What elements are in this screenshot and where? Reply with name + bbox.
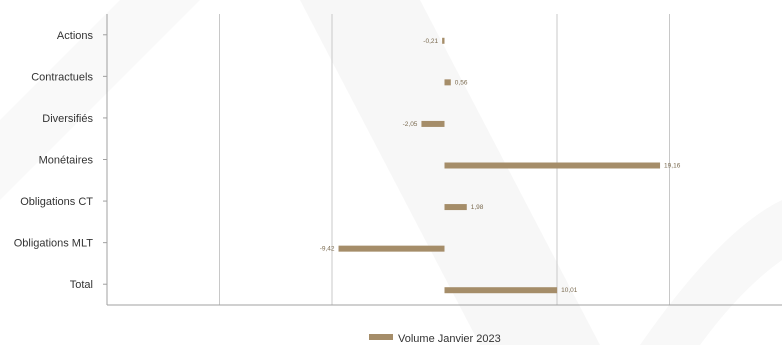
bar — [444, 204, 467, 211]
watermark-shape — [300, 0, 600, 345]
value-label: 10,01 — [561, 287, 578, 294]
bar — [421, 120, 445, 127]
grid-lines — [219, 14, 670, 305]
watermark-shape — [640, 200, 782, 345]
category-label: Contractuels — [31, 71, 93, 83]
axes — [103, 14, 782, 306]
category-label: Diversifiés — [42, 113, 93, 125]
bars — [338, 37, 661, 294]
legend: Volume Janvier 2023 — [369, 333, 501, 345]
value-label: -0,21 — [423, 38, 438, 45]
legend-swatch — [369, 334, 393, 340]
value-label: 19,16 — [664, 163, 681, 170]
bar — [338, 245, 445, 252]
watermark-shape — [0, 0, 200, 200]
bar — [442, 37, 445, 44]
bar — [444, 287, 558, 294]
category-label: Obligations CT — [20, 196, 93, 208]
value-label: -9,42 — [320, 246, 335, 253]
bar — [444, 79, 451, 86]
category-label: Actions — [57, 30, 94, 42]
category-label: Obligations MLT — [14, 238, 94, 250]
bar — [444, 162, 661, 169]
value-label: 1,98 — [471, 204, 484, 211]
value-labels: -0,21 0,56 -2,05 19,16 1,98 -9,42 10,01 — [320, 38, 681, 294]
value-label: -2,05 — [403, 121, 418, 128]
category-label: Total — [70, 279, 93, 291]
category-label: Monétaires — [39, 155, 94, 167]
category-labels: Actions Contractuels Diversifiés Monétaires… — [14, 30, 94, 291]
legend-label: Volume Janvier 2023 — [398, 333, 501, 345]
value-label: 0,56 — [455, 79, 468, 86]
